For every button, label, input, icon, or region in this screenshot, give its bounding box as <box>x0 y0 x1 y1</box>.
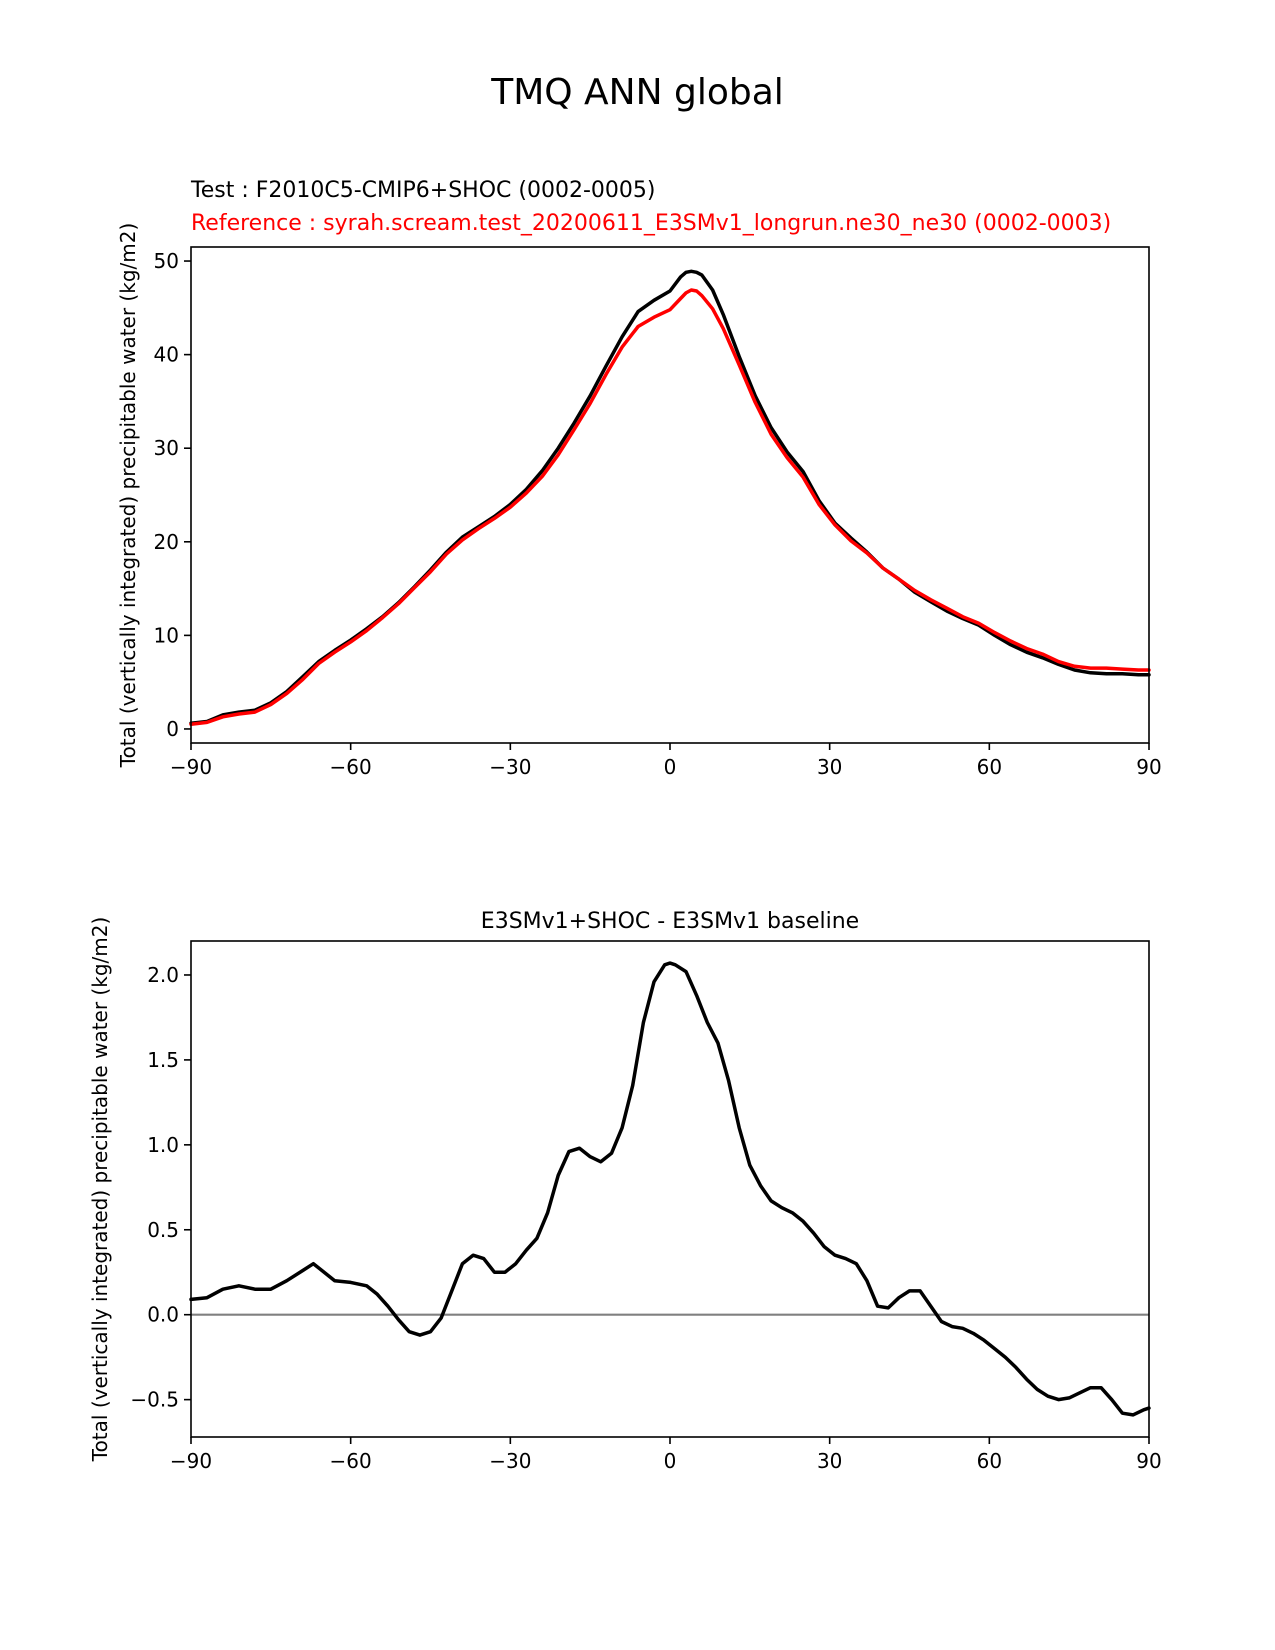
chart-2-xtick-label: 60 <box>977 1449 1002 1473</box>
chart-1-xtick-label: −60 <box>330 755 372 779</box>
chart-1-xtick-label: 30 <box>817 755 842 779</box>
chart-1-xtick-label: 90 <box>1136 755 1161 779</box>
chart-2-ytick-label: 0.0 <box>147 1303 179 1327</box>
chart-2-axes-frame <box>190 940 1150 1438</box>
chart-2-xtick-label: −90 <box>170 1449 212 1473</box>
chart-1-xtick-label: −30 <box>489 755 531 779</box>
chart-2-xtick-label: 30 <box>817 1449 842 1473</box>
chart-1-xtick-label: 60 <box>977 755 1002 779</box>
chart-2-xtick-label: −60 <box>330 1449 372 1473</box>
chart-1-test-title: Test : F2010C5-CMIP6+SHOC (0002-0005) <box>190 178 655 203</box>
chart-1-ytick-label: 10 <box>154 623 179 647</box>
chart-1-ytick-label: 20 <box>154 530 179 554</box>
chart-2-xtick-label: −30 <box>489 1449 531 1473</box>
chart-2-ytick-label: 2.0 <box>147 963 179 987</box>
chart-2-title: E3SMv1+SHOC - E3SMv1 baseline <box>481 909 859 934</box>
chart-1-series-test <box>189 269 1151 726</box>
chart-2-ytick-label: −0.5 <box>130 1388 179 1412</box>
chart-1-series-reference <box>189 288 1151 727</box>
chart-2-series-e3smv1-shoc-e3smv1 <box>189 961 1151 1417</box>
chart-1-ylabel: Total (vertically integrated) precipitab… <box>116 223 140 769</box>
chart-2-ytick-label: 1.5 <box>147 1048 179 1072</box>
figure-title: TMQ ANN global <box>491 72 784 113</box>
chart-1-ytick-label: 30 <box>154 436 179 460</box>
chart-1-ytick-label: 50 <box>154 249 179 273</box>
chart-1-axes-frame <box>190 246 1150 744</box>
chart-2-xtick-label: 0 <box>664 1449 677 1473</box>
chart-1-xtick-label: −90 <box>170 755 212 779</box>
chart-1-reference-title: Reference : syrah.scream.test_20200611_E… <box>191 211 1111 236</box>
chart-1-ytick-label: 40 <box>154 343 179 367</box>
chart-2-ytick-label: 0.5 <box>147 1218 179 1242</box>
chart-1-xtick-label: 0 <box>664 755 677 779</box>
chart-2-ylabel: Total (vertically integrated) precipitab… <box>88 917 112 1463</box>
chart-2-ytick-label: 1.0 <box>147 1133 179 1157</box>
chart-2-xtick-label: 90 <box>1136 1449 1161 1473</box>
chart-1-ytick-label: 0 <box>166 717 179 741</box>
